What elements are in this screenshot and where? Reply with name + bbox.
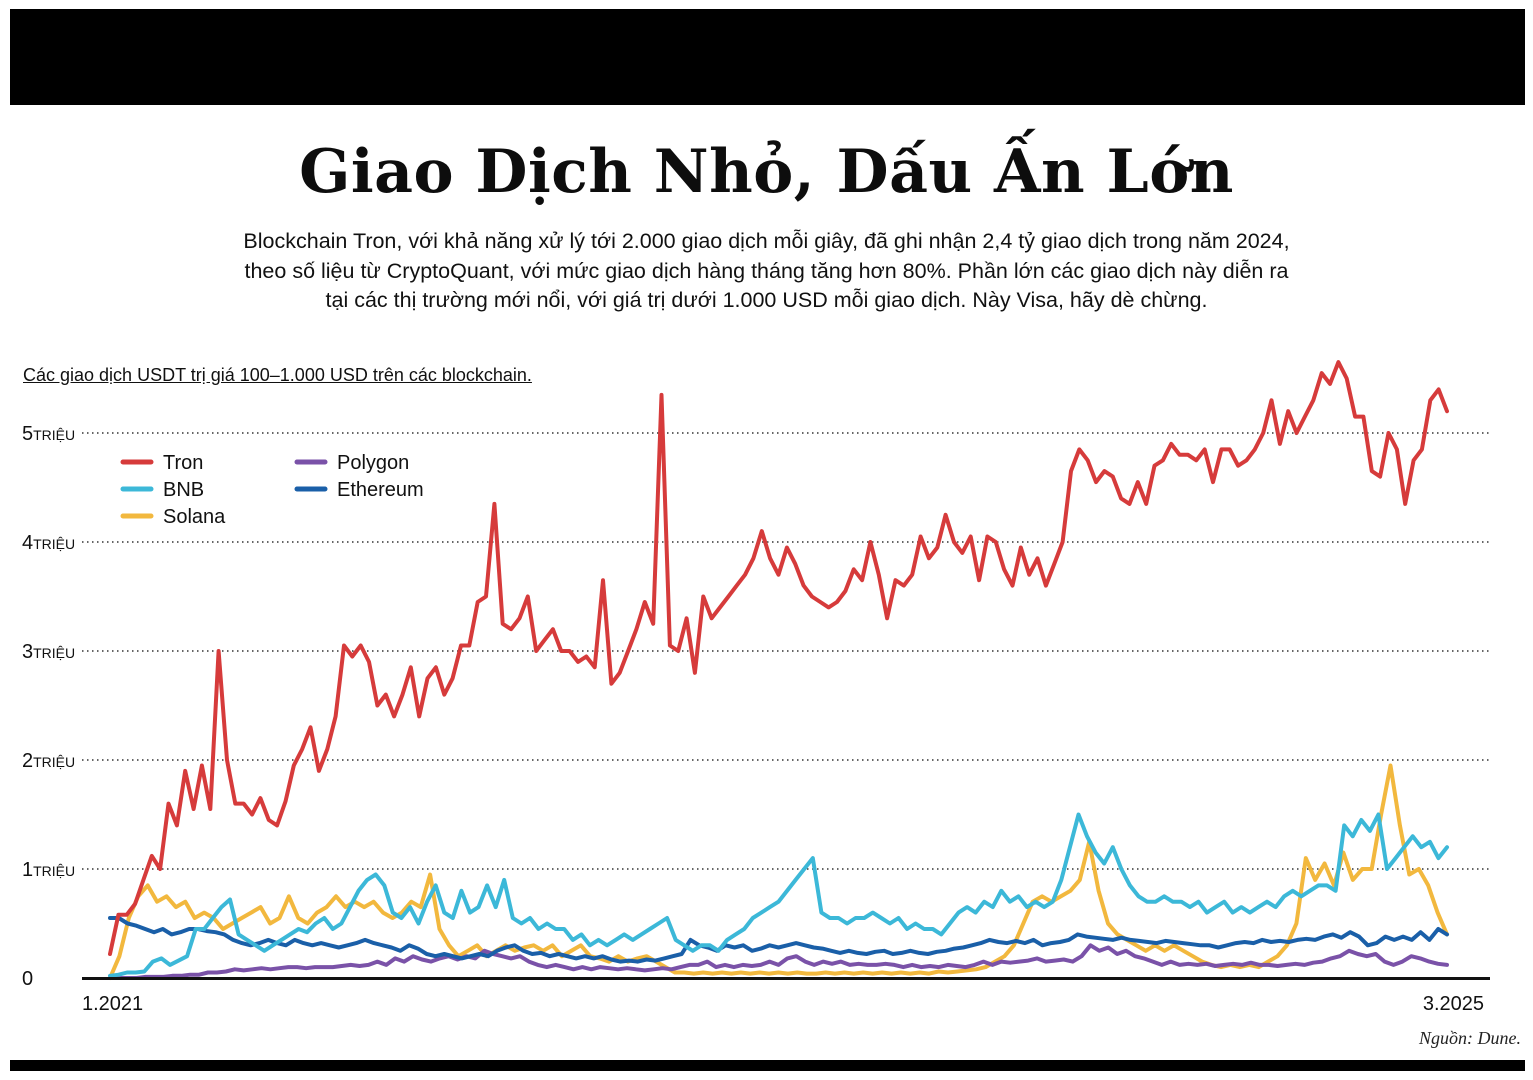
y-tick-number: 1 — [22, 859, 33, 881]
y-tick-unit: TRIỆU — [33, 863, 75, 879]
legend-label: Polygon — [337, 452, 409, 474]
legend-label: Solana — [163, 506, 226, 528]
series-line-polygon — [108, 943, 1449, 980]
subtitle: Blockchain Tron, với khả năng xử lý tới … — [90, 227, 1443, 316]
legend-item: Ethereum — [294, 479, 424, 501]
y-tick-number: 2 — [22, 750, 33, 772]
series-line-ethereum — [108, 916, 1449, 964]
y-tick-number: 0 — [22, 968, 33, 990]
y-tick-label: 5TRIỆU — [22, 423, 75, 445]
y-tick-unit: TRIỆU — [33, 536, 75, 552]
y-tick-label: 1TRIỆU — [22, 859, 75, 881]
legend-item: BNB — [120, 479, 204, 501]
y-tick-number: 4 — [22, 532, 33, 554]
x-tick-label: 1.2021 — [82, 993, 143, 1015]
series-lines — [108, 360, 1449, 980]
y-tick-number: 5 — [22, 423, 33, 445]
subtitle-line: Blockchain Tron, với khả năng xử lý tới … — [243, 229, 1290, 253]
chart-title: Các giao dịch USDT trị giá 100–1.000 USD… — [23, 365, 532, 385]
source-note: Nguồn: Dune. — [1419, 1028, 1521, 1048]
legend-item: Solana — [120, 506, 226, 528]
top-banner-bar — [10, 9, 1525, 105]
chart-legend: Tron BNB Solana Polygon Ethereum — [120, 452, 424, 528]
subtitle-line: tại các thị trường mới nổi, với giá trị … — [325, 288, 1208, 312]
legend-label: Tron — [163, 452, 203, 474]
series-line-tron — [108, 360, 1449, 956]
y-tick-label: 3TRIỆU — [22, 641, 75, 663]
bottom-rule — [10, 1060, 1525, 1071]
legend-item: Polygon — [294, 452, 409, 474]
y-tick-number: 3 — [22, 641, 33, 663]
y-tick-unit: TRIỆU — [33, 645, 75, 661]
page-title: Giao Dịch Nhỏ, Dấu Ấn Lớn — [299, 137, 1234, 207]
series-line-bnb — [108, 812, 1449, 978]
y-tick-unit: TRIỆU — [33, 427, 75, 443]
y-tick-label: 0 — [22, 968, 33, 990]
x-tick-label: 3.2025 — [1423, 993, 1484, 1015]
legend-item: Tron — [120, 452, 203, 474]
subtitle-line: theo số liệu từ CryptoQuant, với mức gia… — [244, 258, 1289, 283]
y-tick-label: 4TRIỆU — [22, 532, 75, 554]
y-tick-label: 2TRIỆU — [22, 750, 75, 772]
legend-label: Ethereum — [337, 479, 424, 501]
y-tick-unit: TRIỆU — [33, 754, 75, 770]
grid-lines — [82, 432, 1490, 870]
legend-label: BNB — [163, 479, 204, 501]
